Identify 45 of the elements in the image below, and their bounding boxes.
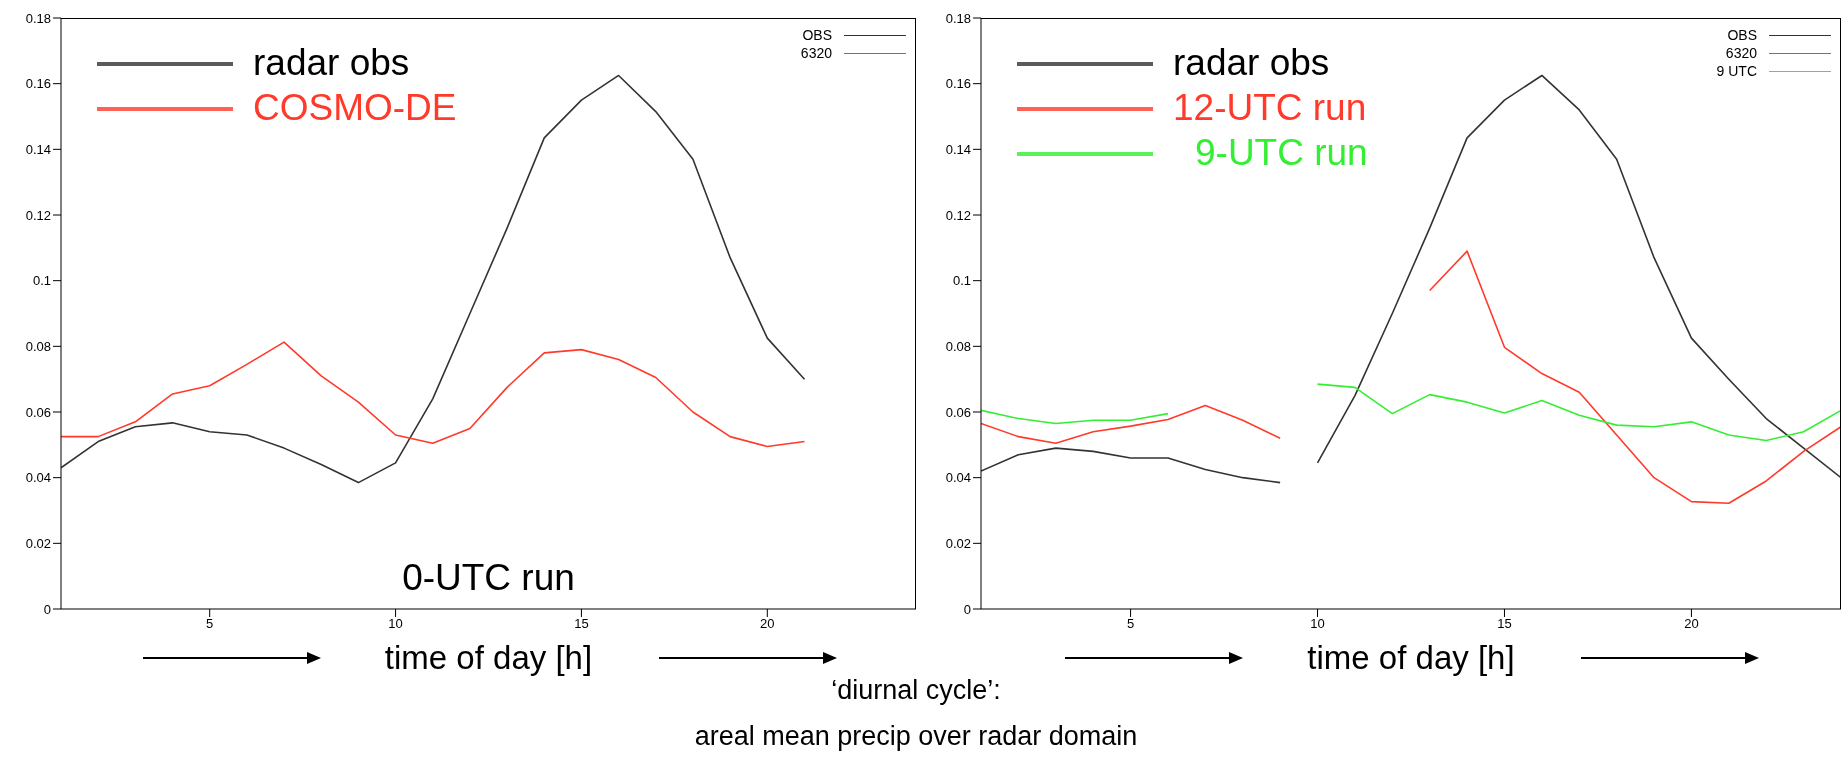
y-tick-label: 0.08 <box>25 338 51 354</box>
y-tick-label: 0.12 <box>945 207 971 223</box>
y-tick-label: 0.16 <box>25 76 51 92</box>
y-tick-label: 0.06 <box>945 404 971 420</box>
x-tick-label: 5 <box>206 616 214 632</box>
legend-label: 9 UTC <box>1716 62 1757 80</box>
annotation: 9-UTC run <box>1195 131 1368 175</box>
annotation: COSMO-DE <box>253 86 457 130</box>
x-tick-label: 15 <box>574 616 589 632</box>
x-tick-label: 5 <box>1126 616 1135 632</box>
text: areal mean precip over radar domain <box>693 720 1139 753</box>
x-tick-label: 20 <box>760 616 775 632</box>
y-tick-label: 0.02 <box>25 535 51 551</box>
y-tick-label: 0 <box>43 601 51 617</box>
x-tick-label: 10 <box>388 616 403 632</box>
line-series <box>61 74 806 484</box>
text: ‘diurnal cycle’: <box>831 675 1001 705</box>
legend-label: 6320 <box>1725 44 1757 62</box>
x-tick-label: 15 <box>1497 616 1512 632</box>
y-tick-label: 0.02 <box>945 535 971 551</box>
x-axis-title: time of day [h] <box>1306 638 1516 678</box>
y-tick-label: 0.06 <box>25 404 51 420</box>
y-tick-label: 0.12 <box>25 207 51 223</box>
legend-label: OBS <box>802 26 832 44</box>
annotation: radar obs <box>253 41 410 85</box>
y-tick-label: 0.04 <box>945 470 971 486</box>
y-tick-label: 0.1 <box>32 273 51 289</box>
y-tick-label: 0.18 <box>945 10 971 26</box>
y-tick-label: 0.04 <box>25 470 51 486</box>
annotation: 12-UTC run <box>1173 86 1367 130</box>
y-tick-label: 0 <box>963 601 971 617</box>
legend-label: OBS <box>1727 26 1757 44</box>
x-axis-title: time of day [h] <box>383 638 594 678</box>
legend-label: 6320 <box>800 44 832 62</box>
y-tick-label: 0.16 <box>945 76 971 92</box>
x-tick-label: 20 <box>1684 616 1699 632</box>
y-tick-label: 0.14 <box>945 141 971 157</box>
annotation: radar obs <box>1173 41 1330 85</box>
y-tick-label: 0.14 <box>25 141 51 157</box>
x-tick-label: 10 <box>1310 616 1325 632</box>
annotation: 0-UTC run <box>401 556 576 600</box>
y-tick-label: 0.08 <box>945 338 971 354</box>
y-tick-label: 0.1 <box>952 273 971 289</box>
y-tick-label: 0.18 <box>25 10 51 26</box>
line-series <box>61 341 806 448</box>
